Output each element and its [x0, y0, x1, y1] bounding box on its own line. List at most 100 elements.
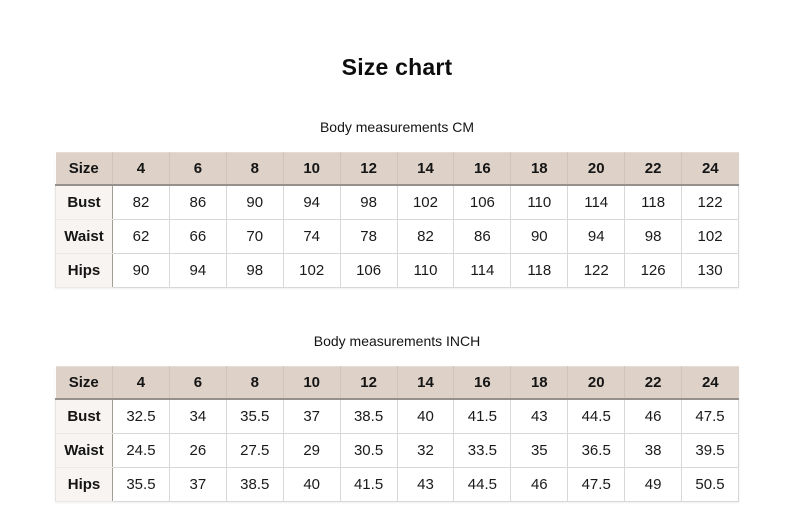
measurement-cell: 35.5	[225, 398, 284, 434]
measurement-cell: 32	[396, 433, 455, 468]
measurement-cell: 106	[339, 253, 398, 288]
size-header-row: Size 4 6 8 10 12 14 16 18 20 22 24	[55, 152, 739, 186]
measurement-cell: 27.5	[225, 433, 284, 468]
size-header-cell: 12	[339, 366, 398, 400]
row-label: Bust	[55, 398, 113, 434]
size-header-cell: 24	[681, 152, 739, 186]
row-label: Waist	[55, 219, 113, 254]
measurement-cell: 40	[282, 467, 341, 502]
size-header-cell: 4	[112, 366, 170, 400]
measurement-cell: 62	[112, 219, 170, 254]
measurement-cell: 38	[624, 433, 683, 468]
measurement-cell: 49	[624, 467, 683, 502]
size-header-cell: 22	[624, 366, 683, 400]
measurement-cell: 50.5	[681, 467, 739, 502]
size-header-cell: 6	[168, 366, 227, 400]
measurement-cell: 35.5	[112, 467, 170, 502]
size-header-cell: 20	[567, 366, 626, 400]
measurement-cell: 110	[510, 184, 569, 220]
measurement-cell: 90	[510, 219, 569, 254]
measurement-cell: 38.5	[339, 398, 398, 434]
measurement-cell: 90	[225, 184, 284, 220]
measurement-cell: 122	[681, 184, 739, 220]
measurement-cell: 82	[112, 184, 170, 220]
size-header-cell: 18	[510, 366, 569, 400]
row-label: Bust	[55, 184, 113, 220]
measurement-cell: 118	[624, 184, 683, 220]
size-header-cell: 10	[282, 152, 341, 186]
cm-table-subtitle: Body measurements CM	[319, 119, 475, 135]
measurement-cell: 38.5	[225, 467, 284, 502]
measurement-row: Bust 32.5 34 35.5 37 38.5 40 41.5 43 44.5 46 47.5	[55, 398, 739, 434]
measurement-cell: 122	[567, 253, 626, 288]
row-label: Hips	[55, 253, 113, 288]
measurement-cell: 41.5	[453, 398, 512, 434]
size-header-cell: 14	[396, 366, 455, 400]
measurement-cell: 34	[168, 398, 227, 434]
size-header-cell: 12	[339, 152, 398, 186]
measurement-cell: 47.5	[681, 398, 739, 434]
size-header-row: Size 4 6 8 10 12 14 16 18 20 22 24	[55, 366, 739, 400]
measurement-cell: 90	[112, 253, 170, 288]
measurement-cell: 126	[624, 253, 683, 288]
size-header-cell: 14	[396, 152, 455, 186]
measurement-cell: 44.5	[567, 398, 626, 434]
measurement-cell: 37	[168, 467, 227, 502]
inch-table-subtitle: Body measurements INCH	[313, 333, 481, 349]
measurement-cell: 70	[225, 219, 284, 254]
measurement-cell: 24.5	[112, 433, 170, 468]
size-header-cell: 4	[112, 152, 170, 186]
measurement-cell: 98	[225, 253, 284, 288]
row-label: Waist	[55, 433, 113, 468]
measurement-cell: 44.5	[453, 467, 512, 502]
measurement-cell: 78	[339, 219, 398, 254]
measurement-cell: 37	[282, 398, 341, 434]
inch-measurements-section: Body measurements INCH Size 4 6 8 10 12 14 16 18…	[55, 333, 739, 502]
measurement-cell: 46	[510, 467, 569, 502]
size-header-cell: 24	[681, 366, 739, 400]
cm-measurements-section: Body measurements CM Size 4 6 8 10 12 14 16 18 20…	[55, 119, 739, 288]
measurement-cell: 114	[567, 184, 626, 220]
measurement-row: Hips 90 94 98 102 106 110 114 118 122 126 130	[55, 253, 739, 288]
measurement-cell: 86	[168, 184, 227, 220]
size-header-cell: 22	[624, 152, 683, 186]
measurement-cell: 46	[624, 398, 683, 434]
row-label: Hips	[55, 467, 113, 502]
measurement-cell: 36.5	[567, 433, 626, 468]
size-corner-cell: Size	[55, 152, 113, 186]
measurement-cell: 74	[282, 219, 341, 254]
measurement-cell: 30.5	[339, 433, 398, 468]
measurement-cell: 114	[453, 253, 512, 288]
measurement-cell: 35	[510, 433, 569, 468]
measurement-cell: 130	[681, 253, 739, 288]
cm-size-table: Size 4 6 8 10 12 14 16 18 20 22 24 Bust 82 86 90 94 98 102…	[55, 152, 739, 288]
measurement-cell: 106	[453, 184, 512, 220]
measurement-row: Waist 24.5 26 27.5 29 30.5 32 33.5 35 36.5 38 39.5	[55, 433, 739, 468]
measurement-cell: 66	[168, 219, 227, 254]
size-header-cell: 8	[225, 366, 284, 400]
measurement-row: Waist 62 66 70 74 78 82 86 90 94 98 102	[55, 219, 739, 254]
measurement-cell: 94	[567, 219, 626, 254]
size-header-cell: 18	[510, 152, 569, 186]
measurement-cell: 39.5	[681, 433, 739, 468]
measurement-cell: 118	[510, 253, 569, 288]
size-header-cell: 8	[225, 152, 284, 186]
size-header-cell: 16	[453, 152, 512, 186]
measurement-cell: 94	[282, 184, 341, 220]
measurement-cell: 40	[396, 398, 455, 434]
measurement-cell: 102	[282, 253, 341, 288]
measurement-cell: 26	[168, 433, 227, 468]
measurement-cell: 43	[510, 398, 569, 434]
measurement-cell: 110	[396, 253, 455, 288]
size-corner-cell: Size	[55, 366, 113, 400]
measurement-cell: 98	[339, 184, 398, 220]
size-header-cell: 16	[453, 366, 512, 400]
measurement-cell: 41.5	[339, 467, 398, 502]
measurement-cell: 47.5	[567, 467, 626, 502]
page-title: Size chart	[341, 54, 453, 80]
measurement-cell: 94	[168, 253, 227, 288]
measurement-cell: 82	[396, 219, 455, 254]
measurement-cell: 43	[396, 467, 455, 502]
size-header-cell: 6	[168, 152, 227, 186]
